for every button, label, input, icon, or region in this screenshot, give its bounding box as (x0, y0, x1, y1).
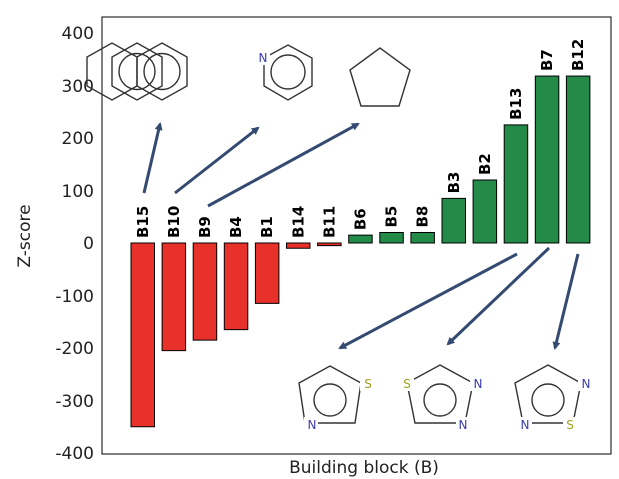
thiadiazole-structure (406, 364, 474, 424)
thiadiazole2-aromatic-circle (531, 383, 565, 417)
naphthalene-structure (86, 42, 188, 101)
bar-label-b3: B3 (445, 172, 463, 194)
thiadiazole-n2-atom: N (459, 418, 468, 432)
thiadiazole2-s-atom: S (566, 418, 574, 432)
bar-b10 (161, 242, 187, 352)
bar-label-b8: B8 (414, 206, 432, 228)
bar-b13 (503, 124, 529, 244)
thiadiazole2-s-bg (563, 417, 577, 432)
bar-b1 (254, 242, 280, 304)
thiazole-s-atom: S (364, 377, 372, 391)
cyclopentane-structure (349, 47, 411, 107)
bar-label-b10: B10 (165, 206, 183, 238)
pyridine-n-bg (256, 51, 270, 65)
thiadiazole-n1-bg (470, 376, 484, 391)
bar-labels-group: B15 B10 B9 B4 B1 B14 B11 B6 B5 B8 B3 B2 B13 B7 B12 (134, 39, 587, 238)
plot-frame (101, 16, 612, 455)
y-tick-label-400: 400 (62, 24, 94, 44)
naphthalene-left-adjust (111, 42, 163, 101)
thiazole-n-atom: N (308, 418, 317, 432)
bar-b12 (565, 75, 591, 244)
y-axis: 400 300 200 100 0 -100 -200 -300 -400 (55, 24, 94, 464)
y-tick-label-200: 200 (62, 129, 94, 149)
bar-b11 (317, 242, 342, 247)
bar-label-b7: B7 (538, 49, 556, 71)
y-tick-label-minus-300: -300 (55, 392, 94, 412)
bar-b9 (192, 242, 218, 341)
thiadiazole2-n2-atom: N (521, 418, 530, 432)
x-axis-title: Building block (B) (289, 458, 439, 478)
bars-group (130, 75, 591, 428)
bar-b14 (286, 242, 311, 249)
y-axis-title: Z-score (15, 204, 35, 267)
thiadiazole-n2-bg (456, 417, 470, 432)
thiadiazole-ring (406, 364, 474, 424)
bar-label-b5: B5 (383, 206, 401, 228)
thiazole-n-bg (304, 417, 318, 432)
arrow-b9-cyclopentane (207, 122, 360, 208)
arrow-b7-thiadiazole (446, 246, 551, 346)
naphthalene-aromatic-circle-left (118, 52, 156, 91)
bar-label-b9: B9 (196, 216, 214, 238)
bar-b15 (130, 242, 155, 428)
arrows-group (142, 122, 580, 350)
arrow-b13-thiazole (338, 252, 518, 350)
bar-b8 (410, 232, 435, 244)
thiazole-aromatic-circle (313, 383, 347, 417)
y-tick-label-300: 300 (62, 77, 94, 97)
bar-label-b4: B4 (227, 216, 245, 238)
thiadiazole-n1-atom: N (474, 377, 483, 391)
thiadiazole-s-bg (400, 376, 414, 391)
bar-b3 (441, 197, 466, 244)
bar-label-b13: B13 (507, 88, 525, 120)
arrow-b10-pyridine (174, 126, 260, 195)
naphthalene-ring-left-main (111, 42, 163, 101)
y-tick-label-100: 100 (62, 182, 94, 202)
thiadiazole-aromatic-circle (423, 383, 457, 417)
bar-b4 (223, 242, 249, 331)
pyridine-n-atom: N (259, 51, 268, 65)
bar-label-b12: B12 (569, 39, 587, 71)
y-tick-label-minus-400: -400 (55, 444, 94, 464)
bar-b7 (534, 75, 560, 244)
thiadiazole2-n1-bg (578, 376, 592, 391)
thiazole-s-bg (360, 376, 374, 391)
thiadiazole-s-atom: S (403, 377, 411, 391)
bar-label-b11: B11 (320, 206, 338, 238)
bar-label-b2: B2 (476, 153, 494, 175)
bar-label-b14: B14 (289, 206, 307, 238)
y-tick-label-minus-200: -200 (55, 339, 94, 359)
thiadiazole2-structure (514, 364, 582, 424)
thiazole-structure (298, 365, 362, 424)
thiazole-ring (298, 365, 362, 424)
pyridine-structure (263, 44, 313, 101)
thiadiazole2-ring (514, 364, 582, 424)
bar-label-b1: B1 (258, 216, 276, 238)
arrow-b15-naphthalene (142, 122, 163, 194)
bar-label-b6: B6 (351, 208, 369, 230)
y-tick-label-minus-100: -100 (55, 287, 94, 307)
arrow-b12-thiadiazole (552, 253, 580, 350)
naphthalene-aromatic-circle-right (143, 52, 181, 91)
bar-label-b15: B15 (134, 206, 152, 238)
bar-b5 (379, 232, 404, 244)
bar-b6 (348, 234, 373, 244)
thiadiazole2-n1-atom: N (582, 377, 591, 391)
bar-b2 (472, 179, 498, 244)
y-tick-label-0: 0 (83, 234, 94, 254)
pyridine-aromatic-circle (270, 54, 306, 90)
thiadiazole2-n2-bg (518, 417, 532, 432)
naphthalene-ring-left (86, 42, 138, 101)
